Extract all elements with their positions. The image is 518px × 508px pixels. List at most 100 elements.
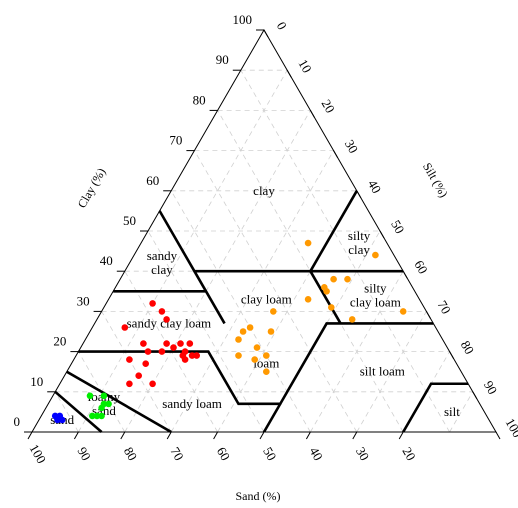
data-point (251, 356, 258, 363)
sand-tick-mark (213, 431, 219, 440)
sand-tick-mark (259, 431, 265, 440)
grid-line (240, 70, 450, 433)
clay-tick-label: 30 (77, 293, 90, 308)
grid-line (170, 150, 334, 433)
data-point (270, 308, 277, 315)
silt-tick-label: 90 (481, 378, 500, 397)
sand-tick-mark (120, 431, 126, 440)
grid-line (124, 110, 311, 433)
silt-tick-mark (379, 230, 385, 239)
data-point (51, 412, 59, 420)
clay-tick-label: 90 (216, 52, 229, 67)
sand-tick-mark (27, 431, 33, 440)
data-point (188, 352, 196, 359)
data-point (126, 356, 133, 363)
data-point (263, 352, 270, 359)
data-point (149, 380, 156, 388)
clay-tick-label: 40 (100, 253, 113, 268)
sand-tick-mark (398, 431, 404, 440)
class-boundary (54, 390, 103, 433)
region-label-sandy-loam: sandy loam (162, 396, 222, 411)
data-point (140, 340, 147, 347)
data-point (158, 308, 166, 315)
data-point (186, 340, 194, 347)
silt-tick-label: 20 (319, 97, 338, 116)
silt-tick-mark (402, 270, 408, 279)
grid-line (449, 391, 474, 433)
data-point (142, 360, 149, 368)
region-label-silt-loam: silt loam (360, 364, 405, 379)
clay-tick-label: 100 (233, 12, 253, 27)
data-point (100, 392, 108, 400)
data-point (98, 412, 105, 420)
clay-tick-label: 80 (193, 92, 206, 107)
clay-tick-label: 50 (123, 213, 136, 228)
sand-tick-label: 30 (353, 444, 372, 463)
grid-line (54, 391, 79, 433)
clay-tick-label: 70 (169, 133, 182, 148)
data-point (344, 275, 351, 283)
data-point (163, 340, 170, 347)
grid-lines (54, 69, 474, 433)
data-point (328, 304, 335, 311)
region-label-sandy-clay: sandy clay (147, 248, 178, 277)
region-label-sandy-clay-loam: sandy clay loam (127, 315, 211, 330)
silt-tick-mark (286, 69, 292, 78)
silt-tick-mark (263, 29, 269, 38)
sand-tick-label: 20 (399, 444, 418, 463)
data-point (89, 412, 96, 420)
data-point (304, 296, 312, 303)
clay-axis-title: Clay (%) (75, 166, 109, 211)
data-point (239, 328, 247, 335)
silt-tick-mark (356, 190, 362, 199)
data-point (263, 368, 270, 376)
class-boundary (66, 370, 172, 434)
data-point (98, 404, 105, 412)
grid-line (194, 150, 358, 433)
data-point (323, 288, 330, 295)
silt-tick-mark (425, 311, 431, 319)
grid-line (217, 110, 404, 433)
data-point (246, 324, 254, 331)
data-point (372, 251, 379, 259)
class-boundaries (54, 190, 469, 434)
data-point (193, 352, 200, 359)
silt-tick-label: 60 (411, 258, 430, 277)
silt-tick-label: 30 (342, 137, 361, 156)
data-point (135, 372, 142, 380)
clay-tick-label: 0 (14, 414, 21, 429)
region-label-silty-clay-loam: silty clay loam (350, 280, 401, 309)
sand-tick-mark (352, 431, 358, 440)
grid-line (147, 230, 265, 433)
data-point (144, 348, 152, 355)
data-point (158, 348, 166, 355)
class-boundary (309, 190, 358, 272)
data-point (163, 316, 170, 323)
class-boundary (402, 382, 469, 433)
data-point (126, 380, 133, 388)
data-point (399, 308, 407, 315)
sand-tick-mark (166, 431, 172, 440)
sand-tick-label: 40 (307, 444, 326, 463)
clay-tick-label: 20 (53, 334, 66, 349)
data-point (86, 392, 94, 400)
silt-tick-mark (495, 431, 501, 440)
silt-tick-label: 50 (388, 217, 407, 236)
region-label-silty-clay: silty clay (348, 228, 371, 257)
sand-tick-label: 80 (121, 444, 140, 463)
sand-tick-mark (73, 431, 79, 440)
silt-tick-label: 100 (503, 416, 518, 440)
data-point (177, 340, 184, 347)
data-point (179, 352, 187, 359)
data-point (304, 239, 312, 247)
data-point (267, 328, 275, 335)
data-point (121, 324, 129, 331)
data-point (149, 300, 156, 307)
silt-tick-label: 70 (435, 298, 454, 317)
data-point (56, 412, 64, 420)
silt-axis-title: Silt (%) (420, 160, 451, 200)
region-label-silt: silt (444, 404, 460, 419)
sand-tick-label: 90 (75, 444, 94, 463)
sand-tick-label: 100 (27, 442, 50, 466)
